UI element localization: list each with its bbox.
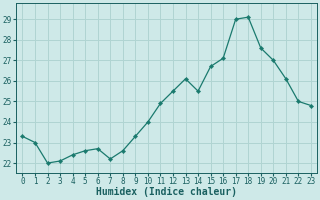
X-axis label: Humidex (Indice chaleur): Humidex (Indice chaleur) — [96, 187, 237, 197]
